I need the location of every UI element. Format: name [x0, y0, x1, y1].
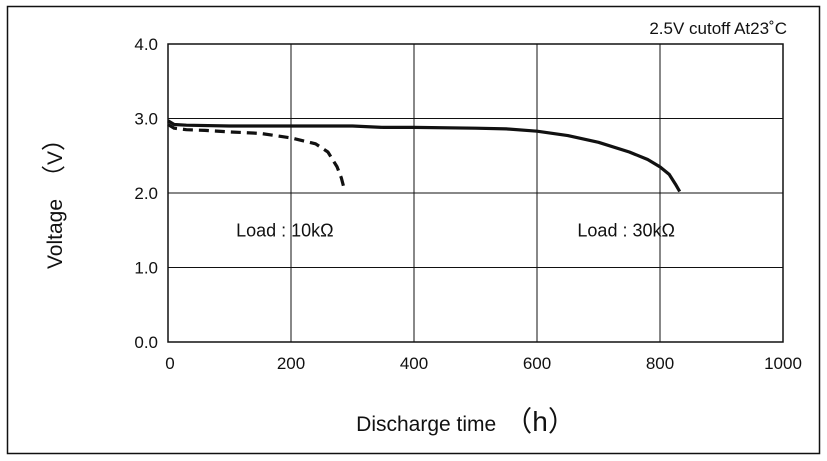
y-tick-label: 0.0 — [134, 333, 158, 352]
chart-border — [6, 5, 821, 455]
y-axis-label: Voltage — [44, 199, 67, 269]
series-lines — [167, 119, 682, 193]
x-axis-unit: h — [532, 406, 548, 437]
x-tick-label: 0 — [165, 354, 174, 373]
condition-note: 2.5V cutoff At23˚C — [649, 19, 787, 38]
series-annotation: Load : 30kΩ — [577, 220, 675, 240]
svg-text:Voltage（V）: Voltage（V） — [41, 127, 68, 269]
y-axis-unit: V — [44, 151, 67, 165]
y-tick-label: 2.0 — [134, 184, 158, 203]
x-axis-label: Discharge time — [356, 413, 496, 436]
x-tick-label: 200 — [277, 354, 305, 373]
grid — [167, 43, 784, 343]
series-annotations: Load : 10kΩ Load : 30kΩ — [236, 220, 675, 240]
x-tick-labels: 0 200 400 600 800 1000 — [165, 354, 802, 373]
x-tick-label: 800 — [646, 354, 674, 373]
plot-area-border — [167, 43, 784, 343]
y-tick-label: 3.0 — [134, 110, 158, 129]
x-tick-label: 600 — [523, 354, 551, 373]
y-tick-labels: 0.0 1.0 2.0 3.0 4.0 — [134, 35, 158, 352]
x-tick-label: 400 — [400, 354, 428, 373]
y-tick-label: 1.0 — [134, 259, 158, 278]
svg-text:Discharge time（h）: Discharge time （h） — [356, 406, 576, 437]
series-line-10k — [167, 123, 347, 191]
series-annotation: Load : 10kΩ — [236, 220, 334, 240]
y-tick-label: 4.0 — [134, 35, 158, 54]
x-tick-label: 1000 — [764, 354, 802, 373]
series-line-30k — [167, 119, 682, 193]
